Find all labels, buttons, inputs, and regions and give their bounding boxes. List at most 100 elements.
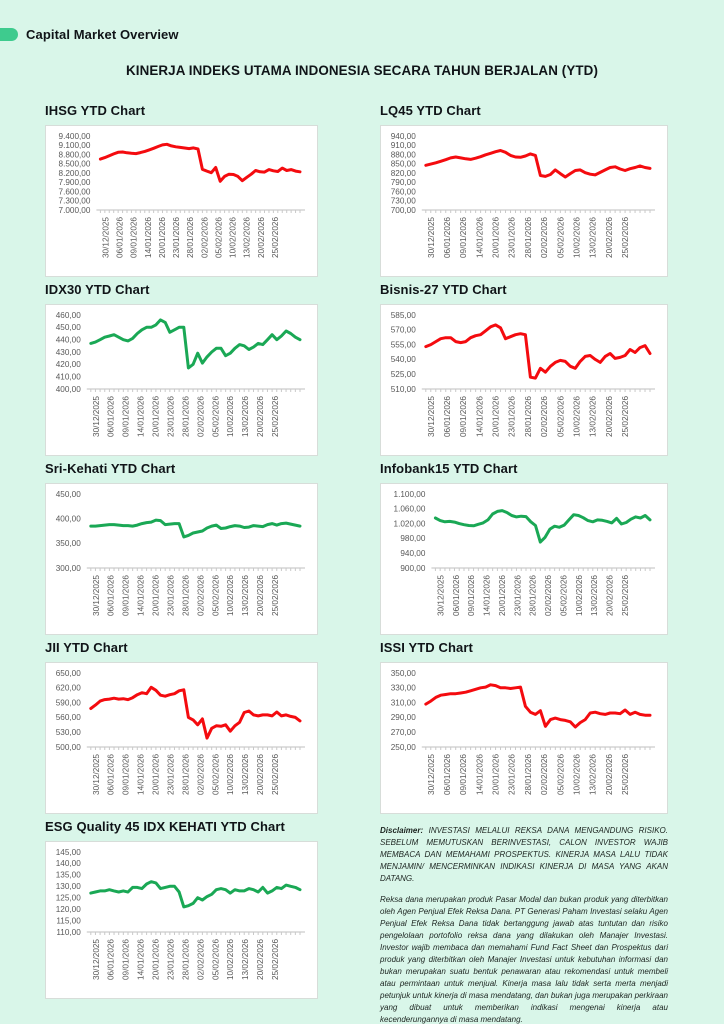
svg-text:9.100,00: 9.100,00 xyxy=(59,141,91,150)
svg-text:590,00: 590,00 xyxy=(56,698,81,707)
svg-text:30/12/2025: 30/12/2025 xyxy=(436,575,445,616)
svg-text:06/01/2026: 06/01/2026 xyxy=(443,217,452,258)
svg-text:02/02/2026: 02/02/2026 xyxy=(196,575,205,616)
svg-text:23/01/2026: 23/01/2026 xyxy=(508,396,517,437)
svg-text:400,00: 400,00 xyxy=(56,385,81,394)
svg-text:23/01/2026: 23/01/2026 xyxy=(508,217,517,258)
svg-text:14/01/2026: 14/01/2026 xyxy=(137,754,146,795)
svg-text:02/02/2026: 02/02/2026 xyxy=(544,575,553,616)
svg-text:25/02/2026: 25/02/2026 xyxy=(271,939,280,980)
svg-text:20/01/2026: 20/01/2026 xyxy=(498,575,507,616)
svg-text:02/02/2026: 02/02/2026 xyxy=(196,939,205,980)
svg-text:525,00: 525,00 xyxy=(391,370,416,379)
chart-section-esg45: ESG Quality 45 IDX KEHATI YTD Chart 145,… xyxy=(45,819,318,1024)
svg-text:20/01/2026: 20/01/2026 xyxy=(152,939,161,980)
chart-canvas-srikehati: 450,00 400,00 350,00 300,00 30/12/2025 06/01/… xyxy=(45,483,318,635)
chart-section-issi: ISSI YTD Chart 350,00 330,00 310,00 290,00 2… xyxy=(380,640,668,814)
svg-text:13/02/2026: 13/02/2026 xyxy=(589,217,598,258)
svg-text:125,00: 125,00 xyxy=(56,894,81,903)
chart-title-ihsg: IHSG YTD Chart xyxy=(45,103,146,118)
svg-text:30/12/2025: 30/12/2025 xyxy=(92,575,101,616)
svg-text:25/02/2026: 25/02/2026 xyxy=(271,754,280,795)
svg-text:25/02/2026: 25/02/2026 xyxy=(271,396,280,437)
svg-text:13/02/2026: 13/02/2026 xyxy=(590,575,599,616)
chart-row-2: IDX30 YTD Chart 460,00 450,00 440,00 430,00… xyxy=(45,282,668,456)
chart-row-4: JII YTD Chart 650,00 620,00 590,00 560,00 53… xyxy=(45,640,668,814)
header-title: Capital Market Overview xyxy=(26,27,179,42)
svg-text:10/02/2026: 10/02/2026 xyxy=(226,754,235,795)
svg-text:25/02/2026: 25/02/2026 xyxy=(621,217,630,258)
svg-text:700,00: 700,00 xyxy=(391,206,416,215)
svg-text:20/02/2026: 20/02/2026 xyxy=(605,754,614,795)
svg-text:7.300,00: 7.300,00 xyxy=(59,197,91,206)
svg-text:30/12/2025: 30/12/2025 xyxy=(427,217,436,258)
svg-text:940,00: 940,00 xyxy=(400,549,425,558)
svg-text:8.200,00: 8.200,00 xyxy=(59,169,91,178)
svg-text:05/02/2026: 05/02/2026 xyxy=(214,217,223,258)
svg-text:25/02/2026: 25/02/2026 xyxy=(271,217,280,258)
svg-text:7.600,00: 7.600,00 xyxy=(59,187,91,196)
svg-text:06/01/2026: 06/01/2026 xyxy=(107,939,116,980)
charts-grid: IHSG YTD Chart 9.400,00 9.100,00 8.800,00 8… xyxy=(45,103,668,1024)
svg-text:20/01/2026: 20/01/2026 xyxy=(158,217,167,258)
svg-text:28/01/2026: 28/01/2026 xyxy=(524,217,533,258)
svg-text:900,00: 900,00 xyxy=(400,564,425,573)
svg-text:14/01/2026: 14/01/2026 xyxy=(475,217,484,258)
chart-title-srikehati: Sri-Kehati YTD Chart xyxy=(45,461,176,476)
chart-canvas-bisnis27: 585,00 570,00 555,00 540,00 525,00 510,00 30/1… xyxy=(380,304,668,456)
chart-section-bisnis27: Bisnis-27 YTD Chart 585,00 570,00 555,00 54… xyxy=(380,282,668,456)
svg-text:145,00: 145,00 xyxy=(56,848,81,857)
chart-canvas-infobank15: 1.100,00 1.060,00 1.020,00 980,00 940,00 900,… xyxy=(380,483,668,635)
svg-text:05/02/2026: 05/02/2026 xyxy=(211,575,220,616)
svg-text:13/02/2026: 13/02/2026 xyxy=(241,939,250,980)
svg-text:1.100,00: 1.100,00 xyxy=(394,490,426,499)
svg-text:20/02/2026: 20/02/2026 xyxy=(606,575,615,616)
svg-text:06/01/2026: 06/01/2026 xyxy=(443,754,452,795)
chart-title-idx30: IDX30 YTD Chart xyxy=(45,282,150,297)
svg-text:270,00: 270,00 xyxy=(391,728,416,737)
svg-text:09/01/2026: 09/01/2026 xyxy=(459,217,468,258)
chart-canvas-jii: 650,00 620,00 590,00 560,00 530,00 500,00 30/1… xyxy=(45,662,318,814)
svg-text:790,00: 790,00 xyxy=(391,178,416,187)
chart-canvas-ihsg: 9.400,00 9.100,00 8.800,00 8.500,00 8.200,00… xyxy=(45,125,318,277)
svg-text:570,00: 570,00 xyxy=(391,326,416,335)
svg-text:06/01/2026: 06/01/2026 xyxy=(107,575,116,616)
svg-text:30/12/2025: 30/12/2025 xyxy=(101,217,110,258)
svg-text:20/01/2026: 20/01/2026 xyxy=(492,396,501,437)
svg-text:400,00: 400,00 xyxy=(56,514,81,523)
svg-text:10/02/2026: 10/02/2026 xyxy=(226,396,235,437)
svg-text:10/02/2026: 10/02/2026 xyxy=(575,575,584,616)
svg-text:13/02/2026: 13/02/2026 xyxy=(241,754,250,795)
svg-text:23/01/2026: 23/01/2026 xyxy=(513,575,522,616)
svg-text:09/01/2026: 09/01/2026 xyxy=(122,754,131,795)
svg-text:620,00: 620,00 xyxy=(56,684,81,693)
svg-text:02/02/2026: 02/02/2026 xyxy=(540,217,549,258)
disclaimer-block: Disclaimer: INVESTASI MELALUI REKSA DANA… xyxy=(380,819,668,1024)
svg-text:13/02/2026: 13/02/2026 xyxy=(241,575,250,616)
svg-text:14/01/2026: 14/01/2026 xyxy=(137,396,146,437)
svg-text:20/02/2026: 20/02/2026 xyxy=(256,939,265,980)
svg-text:300,00: 300,00 xyxy=(56,564,81,573)
svg-text:25/02/2026: 25/02/2026 xyxy=(621,396,630,437)
svg-text:20/01/2026: 20/01/2026 xyxy=(152,754,161,795)
svg-text:14/01/2026: 14/01/2026 xyxy=(137,939,146,980)
svg-text:06/01/2026: 06/01/2026 xyxy=(107,396,116,437)
chart-section-idx30: IDX30 YTD Chart 460,00 450,00 440,00 430,00… xyxy=(45,282,318,456)
svg-text:430,00: 430,00 xyxy=(56,348,81,357)
svg-text:23/01/2026: 23/01/2026 xyxy=(166,754,175,795)
svg-text:05/02/2026: 05/02/2026 xyxy=(556,396,565,437)
chart-title-lq45: LQ45 YTD Chart xyxy=(380,103,481,118)
svg-text:450,00: 450,00 xyxy=(56,323,81,332)
svg-text:585,00: 585,00 xyxy=(391,311,416,320)
chart-section-ihsg: IHSG YTD Chart 9.400,00 9.100,00 8.800,00 8… xyxy=(45,103,318,277)
svg-text:10/02/2026: 10/02/2026 xyxy=(226,575,235,616)
svg-text:02/02/2026: 02/02/2026 xyxy=(196,396,205,437)
svg-text:530,00: 530,00 xyxy=(56,728,81,737)
svg-text:10/02/2026: 10/02/2026 xyxy=(572,396,581,437)
svg-text:20/01/2026: 20/01/2026 xyxy=(152,396,161,437)
svg-text:940,00: 940,00 xyxy=(391,132,416,141)
svg-text:28/01/2026: 28/01/2026 xyxy=(524,396,533,437)
svg-text:28/01/2026: 28/01/2026 xyxy=(524,754,533,795)
svg-text:14/01/2026: 14/01/2026 xyxy=(475,754,484,795)
